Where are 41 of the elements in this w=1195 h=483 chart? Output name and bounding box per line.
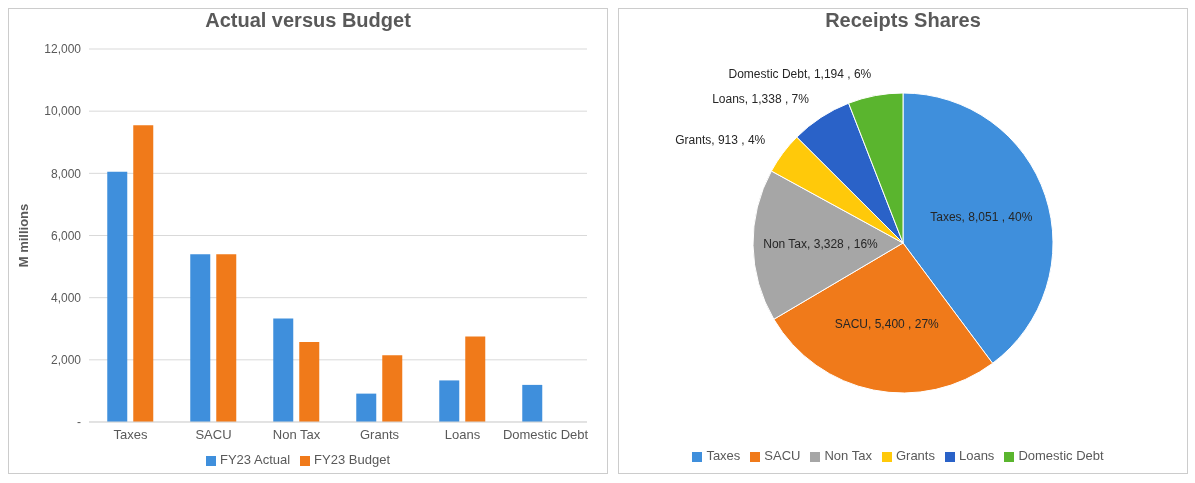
- data-label: Non Tax, 3,328 , 16%: [763, 237, 879, 252]
- x-tick-label: Taxes: [113, 427, 148, 443]
- bar: [382, 355, 403, 422]
- x-tick-label: Domestic Debt: [502, 427, 589, 443]
- bar: [133, 125, 154, 422]
- y-axis-title: M millions: [15, 203, 31, 268]
- chart-title: Receipts Shares: [824, 9, 982, 33]
- bar: [216, 254, 237, 422]
- y-tick-label: 4,000: [50, 290, 82, 305]
- x-tick-label: Non Tax: [272, 427, 321, 443]
- legend-label: FY23 Budget: [314, 452, 390, 467]
- legend-label: Loans: [958, 448, 995, 463]
- data-label: Domestic Debt, 1,194 , 6%: [728, 66, 872, 81]
- y-tick-label: 10,000: [44, 104, 82, 119]
- x-tick-label: Grants: [359, 427, 400, 443]
- data-label: Grants, 913 , 4%: [675, 132, 766, 147]
- legend-label: SACU: [764, 448, 801, 463]
- bar: [465, 336, 486, 422]
- bar: [190, 254, 211, 422]
- y-tick-label: 2,000: [50, 353, 82, 368]
- bar: [356, 393, 377, 422]
- legend-label: Domestic Debt: [1018, 448, 1104, 463]
- y-tick-label: 12,000: [44, 42, 82, 57]
- chart-title: Actual versus Budget: [204, 9, 412, 33]
- data-label: Loans, 1,338 , 7%: [712, 92, 810, 107]
- legend-label: Grants: [895, 448, 935, 463]
- bar: [439, 380, 460, 422]
- bar: [107, 171, 128, 422]
- y-tick-label: -: [77, 415, 81, 430]
- y-tick-label: 6,000: [50, 228, 82, 243]
- bar: [273, 318, 294, 422]
- legend-label: FY23 Actual: [220, 452, 291, 467]
- legend-label: Non Tax: [824, 448, 872, 463]
- bar: [522, 384, 543, 422]
- legend-label: Taxes: [706, 448, 741, 463]
- x-tick-label: SACU: [195, 427, 232, 443]
- data-label: SACU, 5,400 , 27%: [834, 316, 940, 331]
- x-tick-label: Loans: [444, 427, 481, 443]
- data-label: Taxes, 8,051 , 40%: [930, 210, 1033, 225]
- y-tick-label: 8,000: [50, 166, 82, 181]
- bar: [299, 342, 320, 422]
